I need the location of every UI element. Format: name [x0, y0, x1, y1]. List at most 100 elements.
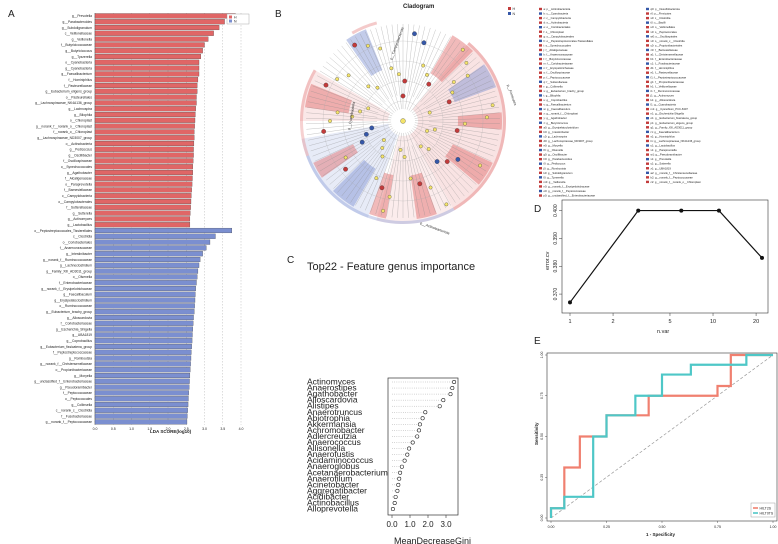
clado-node	[352, 42, 357, 48]
clado-legend-swatch-n	[508, 12, 511, 15]
key-entry: p0: g__unclassified_f__Enterobacteriacea…	[544, 194, 596, 198]
lda-bar-label: g__Cyanobacteria	[65, 66, 92, 70]
key-entry: m0: g__Veillonella	[544, 180, 566, 184]
clado-node	[421, 63, 426, 68]
clado-sector-firmicutes	[410, 42, 507, 211]
lda-bar	[94, 378, 190, 384]
key-entry: x0: o__norank_c__Clostridia	[651, 39, 686, 43]
clado-branch	[329, 57, 373, 95]
clado-branch	[355, 36, 384, 87]
key-swatch	[539, 107, 542, 111]
clado-branch	[380, 159, 395, 216]
key-swatch	[646, 44, 649, 47]
clado-branch	[416, 39, 456, 100]
key-entry: p: f__Peptococcaceae	[544, 75, 571, 79]
lda-bar-label: g__Pedicoccus	[70, 148, 93, 152]
clado-branch	[307, 101, 364, 114]
key-swatch	[646, 71, 649, 74]
feature-point	[410, 440, 415, 445]
key-entry: v1: g__Paraprevotella	[651, 148, 678, 152]
clado-clade-highlight	[369, 172, 394, 219]
key-entry: u: g__Coprobacillus	[544, 98, 568, 102]
clado-branch	[423, 61, 480, 106]
lda-bar-label: f__Oscillospiraceae	[63, 159, 92, 163]
lda-bar	[94, 343, 192, 350]
panel-a-labels: g__Prevotella g__Parabacteroides g__Subdol…	[34, 14, 93, 424]
lda-bar	[94, 285, 196, 292]
lda-bar-label: g__Parabacteroides	[62, 20, 92, 24]
lda-bar-label: g__Subdoligranulum	[62, 26, 92, 30]
key-swatch	[646, 176, 649, 179]
lda-bar	[94, 77, 199, 83]
lda-bar-label: g__norank_f__Ruminococcaceae	[43, 258, 92, 262]
key-entry: b0: g__Intestinibacter	[544, 130, 570, 134]
clado-branch	[407, 146, 420, 217]
clado-branch	[425, 75, 489, 109]
key-entry: r1: g__Faecalibacterium	[651, 130, 681, 134]
key-swatch	[539, 176, 542, 179]
lda-bar-label: f__Hominiphilus	[68, 78, 92, 82]
clado-node	[418, 144, 423, 149]
clado-node	[389, 66, 394, 71]
x-tick-label: 0.50	[659, 525, 666, 529]
key-swatch	[539, 57, 542, 61]
clado-branch	[409, 131, 456, 203]
key-entry: f0: g__Olsenella	[544, 148, 564, 152]
error-point	[760, 255, 764, 260]
lda-bar-label: g__Veillonella	[72, 37, 93, 41]
key-swatch	[539, 26, 542, 29]
lda-bar-label: f__Alcaligenaceae	[65, 177, 92, 181]
key-swatch	[539, 162, 542, 165]
lda-bar	[94, 320, 194, 326]
clado-node	[455, 157, 461, 162]
panel-a-label: A	[8, 9, 15, 20]
clado-branch	[309, 96, 392, 119]
feature-label: Allisonella	[307, 443, 346, 453]
lda-bar-label: o__Peptostreptococcales_Tissierellales	[34, 229, 92, 233]
clado-branch	[442, 124, 500, 130]
feature-label: Acidibacter	[307, 491, 349, 501]
lda-bar-label: g__Intestinibacter	[66, 252, 93, 256]
lda-bar-label: o__Ruminococcaceae	[59, 304, 92, 308]
feature-point	[417, 422, 422, 427]
lda-bar-label: g__norank_f__Christensenellaceae	[40, 362, 92, 366]
lda-bar	[94, 24, 220, 31]
key-swatch	[539, 39, 542, 43]
lda-bar-label: g__Lachnospiraceae_NK4A136_group	[35, 101, 92, 105]
clado-legend-n: N	[513, 12, 516, 16]
x-tick-label: 3.5	[220, 427, 225, 431]
key-swatch	[646, 35, 649, 38]
legend-label-hilt0ts: HILT0TS	[760, 512, 774, 516]
feature-point	[420, 416, 425, 421]
lda-bar-label: o__Synechococcales	[61, 165, 93, 169]
error-point	[716, 208, 721, 213]
y-tick-label: 0.400	[553, 204, 559, 217]
clado-branch	[413, 31, 441, 98]
lda-bar	[94, 48, 203, 54]
clado-node	[412, 31, 417, 37]
lda-bar	[94, 82, 198, 89]
clado-branch	[345, 42, 397, 112]
lda-bar	[94, 262, 200, 268]
feature-point	[398, 470, 403, 475]
clado-branch	[411, 145, 436, 213]
panel-d-label: D	[534, 204, 541, 215]
lda-bar	[94, 291, 196, 297]
lda-bar	[94, 349, 192, 355]
clado-node	[381, 208, 385, 213]
key-entry: c2: g__norank_f__norank_o__Chloroplast	[651, 180, 701, 184]
key-entry: g: o__Campylobacterales	[544, 34, 575, 38]
key-entry: w: g__Faecalibaculum	[544, 107, 572, 111]
key-entry: q0: p__Desulfobacterota	[651, 7, 681, 11]
clado-node	[328, 119, 332, 123]
lda-bar	[94, 106, 196, 112]
key-entry: d1: f__Hominiphilus	[651, 66, 675, 70]
key-swatch	[646, 135, 649, 138]
clado-branch	[365, 157, 388, 211]
clado-node	[364, 131, 369, 137]
lda-bar	[94, 361, 191, 367]
lda-bar-label: o__Campylobacterales	[58, 200, 92, 204]
lda-bar-label: o__Pasteurellales	[66, 95, 93, 99]
panel-c-label: C	[287, 255, 294, 266]
legend-label-hilt2s: HILT2S	[760, 507, 772, 511]
